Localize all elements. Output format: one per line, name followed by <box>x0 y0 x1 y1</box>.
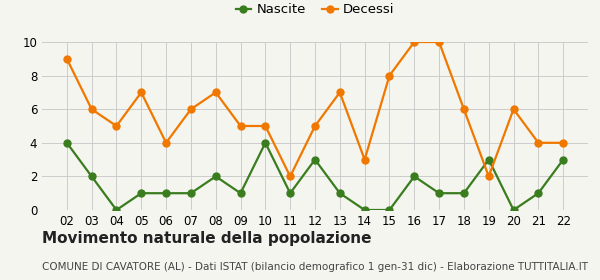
Text: COMUNE DI CAVATORE (AL) - Dati ISTAT (bilancio demografico 1 gen-31 dic) - Elabo: COMUNE DI CAVATORE (AL) - Dati ISTAT (bi… <box>42 262 588 272</box>
Text: Movimento naturale della popolazione: Movimento naturale della popolazione <box>42 231 371 246</box>
Legend: Nascite, Decessi: Nascite, Decessi <box>230 0 400 22</box>
